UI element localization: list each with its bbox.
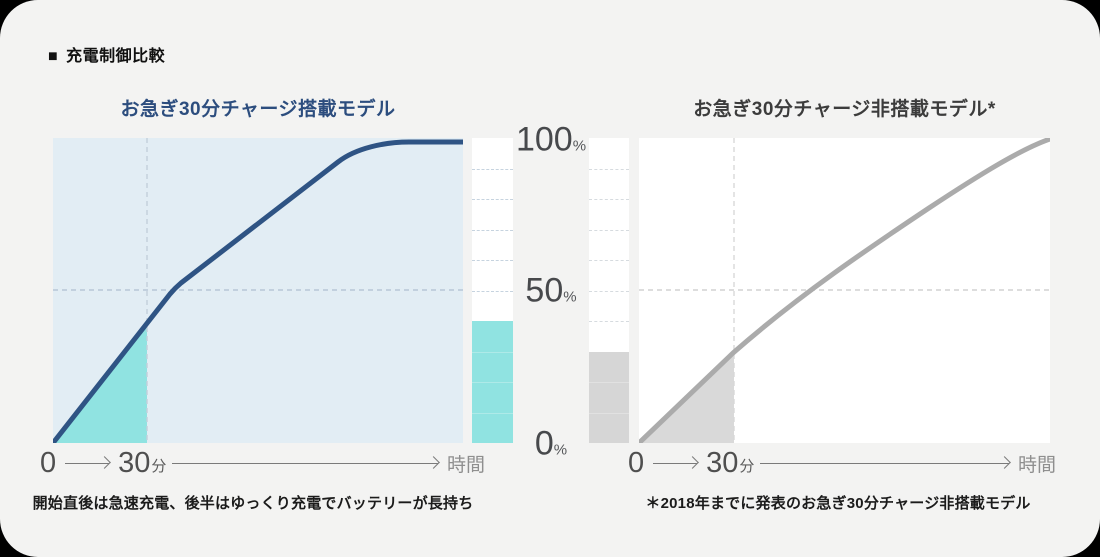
y-label-0: 0%: [513, 425, 589, 464]
gridline-50: [589, 290, 629, 292]
x-tick-0: 0: [40, 446, 57, 479]
quick-charge-curve-svg: [53, 138, 463, 443]
chart-row: 100% 50% 0%: [0, 121, 1100, 463]
gridline-60: [589, 260, 629, 261]
standard-charge-footnote: ＊2018年までに発表のお急ぎ30分チャージ非搭載モデル: [645, 495, 1031, 512]
standard-charge-chart-title: お急ぎ30分チャージ非搭載モデル*: [693, 99, 996, 120]
quick-charge-line: [53, 139, 463, 443]
x-axis-time-label: 時間: [446, 454, 485, 476]
gridline-70: [589, 229, 629, 231]
quick-charge-chart-title: お急ぎ30分チャージ搭載モデル: [120, 99, 396, 120]
gridline-10: [589, 412, 629, 414]
gridline-80: [472, 199, 513, 200]
standard-charge-level-fill: [589, 351, 629, 443]
gridline-80: [589, 199, 629, 200]
quick-charge-caption: 開始直後は急速充電、後半はゆっくり充電でバッテリーが長持ち: [32, 495, 474, 512]
quick-charge-plot: [53, 138, 463, 443]
standard-charge-level-bar: [589, 138, 629, 443]
section-heading: ■ 充電制御比較: [48, 42, 165, 66]
gridline-30: [472, 351, 513, 353]
gridline-90: [472, 168, 513, 170]
standard-charge-plot: [639, 138, 1050, 443]
x-tick-0: 0: [628, 446, 645, 479]
x-axis-time-label: 時間: [1017, 454, 1056, 476]
right-arrow-icon: [65, 462, 110, 464]
quick-charge-x-axis: 0 30 分 時間: [40, 446, 485, 480]
gridline-20: [472, 382, 513, 383]
y-label-50-unit: %: [563, 288, 577, 306]
y-label-100-value: 100: [515, 120, 573, 159]
y-label-100: 100%: [513, 121, 589, 160]
right-arrow-icon: [172, 462, 438, 464]
square-bullet-icon: ■: [48, 48, 59, 65]
y-label-50-value: 50: [525, 271, 564, 310]
x-tick-30-unit: 分: [739, 458, 755, 475]
gridline-60: [472, 260, 513, 261]
gridline-90: [589, 168, 629, 170]
right-arrow-icon: [653, 462, 698, 464]
gridline-50: [472, 290, 513, 292]
y-axis-labels: 100% 50% 0%: [513, 121, 589, 463]
right-arrow-icon: [760, 462, 1009, 464]
standard-charge-x-axis: 0 30 分 時間: [628, 446, 1056, 480]
section-heading-label: 充電制御比較: [66, 48, 166, 65]
y-label-50: 50%: [513, 272, 589, 311]
gridline-20: [589, 382, 629, 383]
y-label-100-unit: %: [572, 137, 587, 155]
standard-charge-curve-svg: [639, 138, 1050, 443]
x-tick-30: 30: [706, 446, 739, 479]
standard-charge-line: [639, 138, 1050, 443]
gridline-10: [472, 412, 513, 414]
x-tick-30-unit: 分: [151, 458, 167, 475]
y-label-0-unit: %: [553, 441, 568, 459]
quick-charge-level-bar: [472, 138, 513, 443]
x-tick-30: 30: [118, 446, 151, 479]
y-label-0-value: 0: [534, 424, 554, 463]
gridline-40: [589, 321, 629, 322]
gridline-70: [472, 229, 513, 231]
